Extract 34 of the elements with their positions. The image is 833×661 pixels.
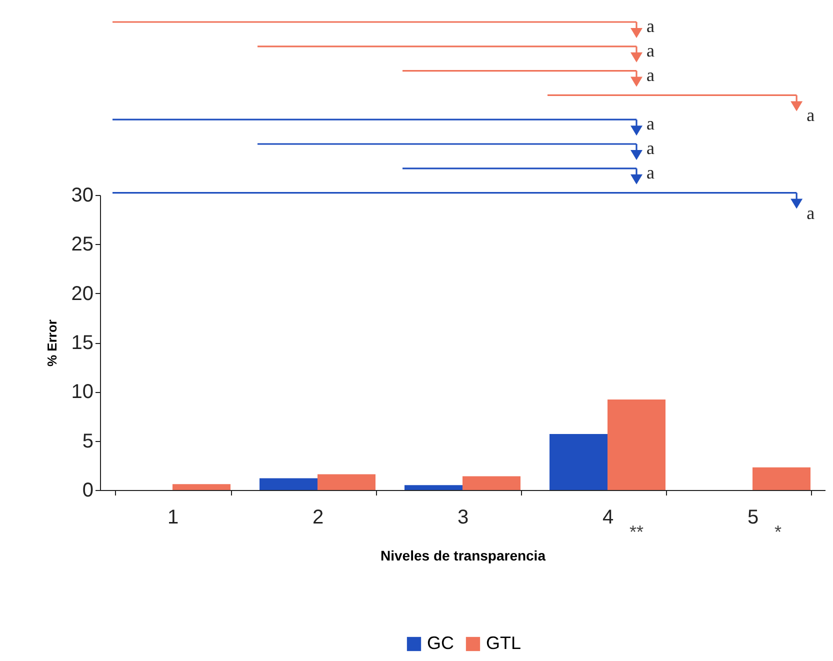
x-tick-label: 5 [747,506,759,528]
annotation: a [806,202,815,223]
text: a [806,105,815,126]
text: ** [630,522,644,542]
bar [752,467,810,490]
x-tick-label: 4 [602,506,614,528]
text: a [646,16,654,36]
y-tick-label: 30 [71,184,94,206]
bar [172,484,230,490]
text: a [646,138,654,158]
legend-label: GTL [486,633,522,653]
y-tick-label: 0 [82,480,94,502]
y-tick-label: 20 [71,282,94,305]
legend-label: GC [427,633,454,653]
x-tick-label: 1 [167,506,179,528]
bar [462,476,520,490]
text: a [646,40,654,60]
bar [260,478,318,490]
y-tick-label: 25 [71,234,94,256]
text: a [646,114,654,134]
y-tick-label: 10 [71,381,94,404]
text: * [774,522,782,542]
bar [404,485,462,490]
bar [318,474,376,490]
text: a [646,162,654,182]
x-tick-label: 2 [312,506,324,528]
x-tick-label: 3 [457,506,469,528]
y-tick-label: 15 [71,332,94,354]
bar [550,434,608,490]
x-axis-title: Niveles de transparencia [380,548,546,564]
y-axis-title: % Error [44,320,60,366]
y-tick-label: 5 [82,430,94,452]
bar [608,400,666,490]
text: a [646,64,654,85]
